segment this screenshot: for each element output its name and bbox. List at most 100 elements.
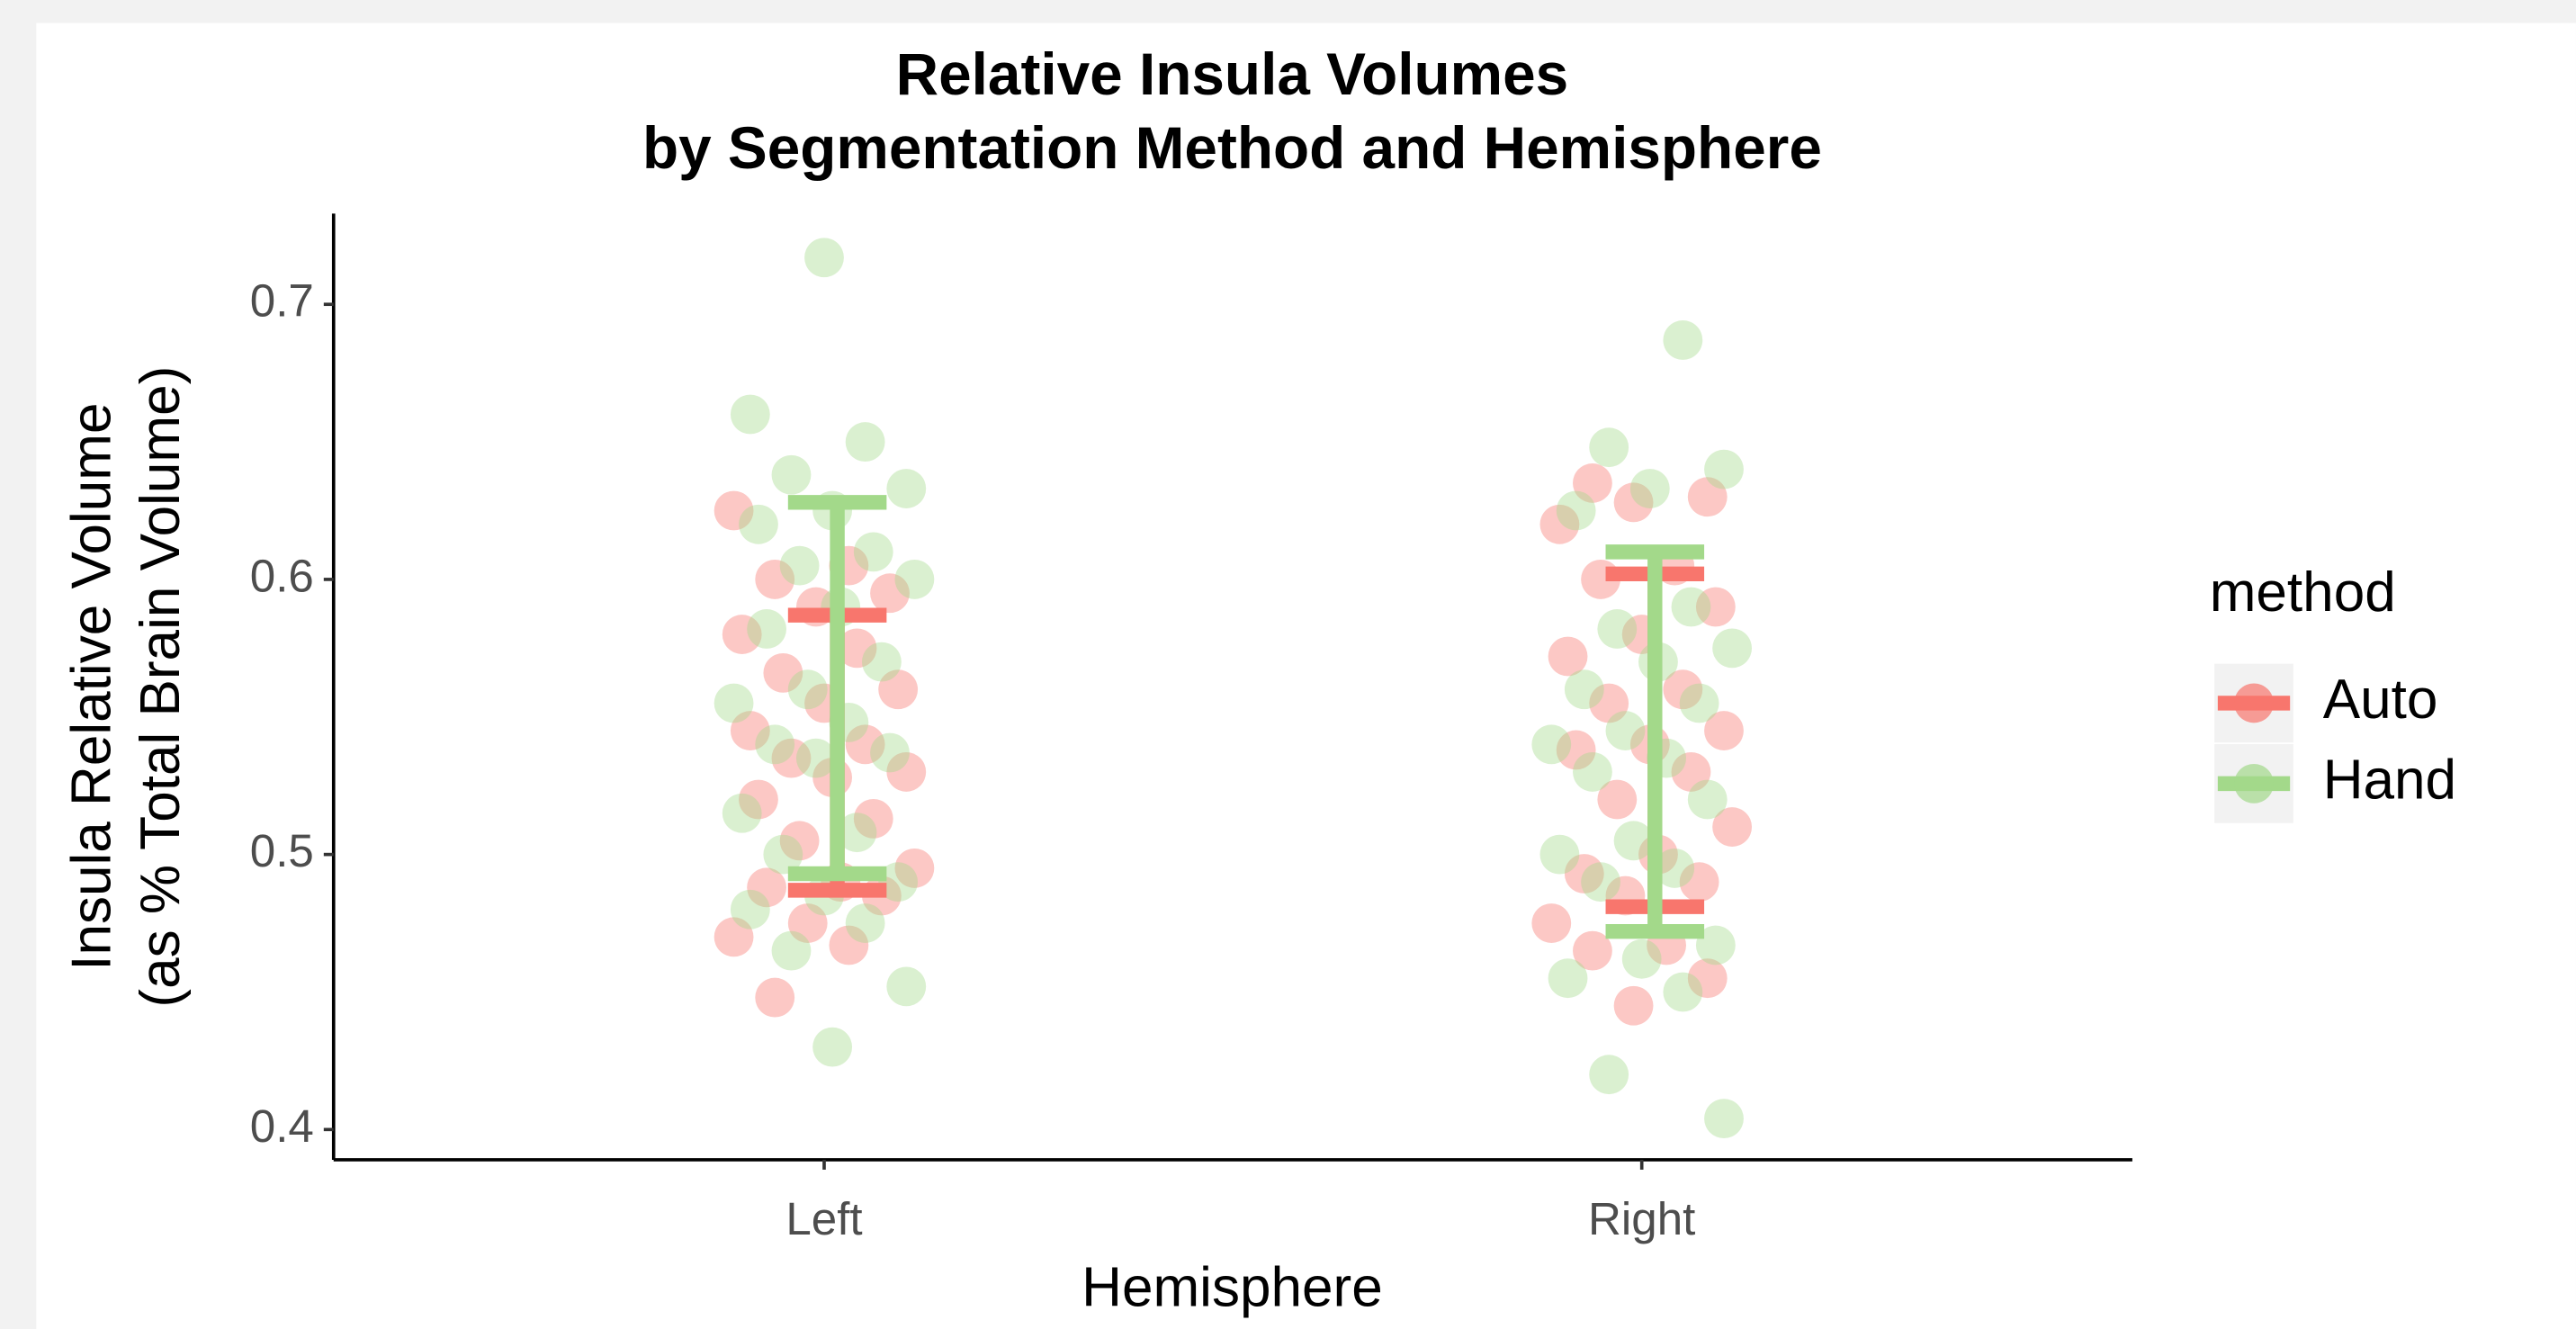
point: [829, 925, 869, 965]
point: [1589, 683, 1629, 723]
point: [771, 930, 812, 971]
point: [1695, 925, 1736, 965]
legend-title: method: [2210, 561, 2396, 624]
legend-label: Hand: [2323, 749, 2456, 811]
point: [1597, 779, 1638, 820]
point: [1655, 849, 1695, 888]
point: [747, 609, 786, 649]
point: [845, 903, 885, 943]
point: [714, 490, 754, 531]
point: [886, 966, 927, 1007]
x-tick-label: Right: [1588, 1193, 1695, 1244]
point: [894, 560, 935, 599]
point: [1556, 490, 1596, 531]
point: [1663, 972, 1703, 1012]
point: [1629, 469, 1670, 508]
y-axis-title: Insula Relative Volume: [60, 402, 122, 970]
point: [853, 532, 893, 572]
chart-title: by Segmentation Method and Hemisphere: [642, 115, 1822, 181]
point: [1589, 1055, 1629, 1095]
point: [1605, 711, 1646, 750]
y-axis-title: (as % Total Brain Volume): [130, 366, 192, 1008]
point: [787, 903, 828, 943]
point: [763, 652, 803, 693]
point: [1704, 449, 1744, 489]
point: [1621, 938, 1662, 979]
point: [1679, 862, 1719, 902]
point: [1712, 628, 1753, 669]
point: [804, 238, 844, 278]
point: [1613, 482, 1654, 523]
point: [755, 977, 795, 1018]
point: [714, 683, 754, 723]
legend-key-point: [2234, 683, 2274, 723]
point: [886, 469, 927, 508]
point: [861, 642, 902, 682]
point: [1548, 958, 1588, 999]
point: [878, 862, 919, 902]
point: [870, 732, 910, 773]
point: [1695, 587, 1736, 627]
point: [1613, 985, 1654, 1026]
panel: [36, 22, 2576, 1329]
y-tick-label: 0.6: [250, 550, 314, 601]
point: [1704, 711, 1744, 750]
point: [779, 821, 820, 861]
y-tick-label: 0.4: [250, 1100, 314, 1152]
point: [1573, 930, 1612, 971]
point: [886, 752, 927, 792]
point: [1573, 463, 1612, 503]
point: [1687, 477, 1728, 517]
x-tick-label: Left: [785, 1193, 862, 1244]
point: [837, 813, 877, 853]
point: [845, 724, 885, 765]
legend-label: Auto: [2323, 669, 2438, 731]
point: [1539, 504, 1580, 544]
point: [1564, 854, 1604, 893]
point: [755, 724, 795, 765]
y-tick-label: 0.5: [250, 825, 314, 876]
point: [1573, 752, 1612, 792]
point: [1597, 609, 1638, 649]
point: [714, 917, 754, 957]
point: [870, 573, 910, 614]
point: [730, 711, 770, 750]
point: [1704, 1099, 1744, 1139]
point: [1564, 669, 1604, 710]
point: [1671, 587, 1711, 627]
point: [1556, 730, 1596, 770]
point: [1679, 683, 1719, 723]
point: [771, 738, 812, 778]
point: [795, 738, 836, 778]
point: [1687, 958, 1728, 999]
point: [722, 615, 762, 654]
point: [1712, 807, 1753, 847]
point: [845, 422, 885, 462]
point: [894, 849, 935, 888]
point: [771, 454, 812, 495]
point: [747, 867, 786, 908]
point: [1589, 427, 1629, 468]
point: [878, 669, 919, 710]
point: [730, 394, 770, 435]
point: [755, 560, 795, 599]
point: [812, 1027, 853, 1067]
point: [837, 628, 877, 669]
point: [1663, 320, 1703, 360]
point: [1531, 724, 1572, 765]
point: [730, 889, 770, 929]
point: [739, 504, 778, 544]
y-tick-label: 0.7: [250, 275, 314, 327]
point: [1671, 752, 1711, 792]
x-axis-title: Hemisphere: [1082, 1256, 1383, 1318]
point: [779, 545, 820, 586]
chart-title: Relative Insula Volumes: [896, 41, 1569, 107]
point: [1539, 834, 1580, 875]
point: [1613, 821, 1654, 861]
point: [787, 669, 828, 710]
point: [1531, 903, 1572, 943]
point: [739, 779, 778, 820]
point: [1548, 636, 1588, 677]
